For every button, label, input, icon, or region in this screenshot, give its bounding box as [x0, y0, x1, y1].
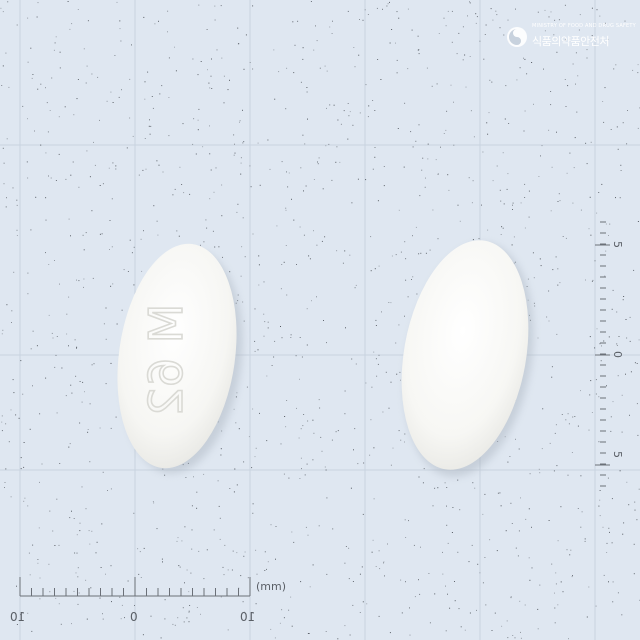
ruler-label-left: 10: [10, 610, 26, 624]
tablet-right: [401, 240, 529, 470]
vruler-label-bottom: 5: [611, 451, 624, 458]
bottom-ruler-ticks: [19, 588, 251, 597]
logo-korean-text: 식품의약품안전처: [532, 35, 609, 48]
tablet-left-imprint: M 62: [139, 304, 193, 417]
mfds-emblem-icon: [507, 27, 527, 47]
right-ruler-ticks: [600, 221, 606, 487]
ruler-label-right: 10: [240, 610, 256, 624]
logo-english-text: MINISTRY OF FOOD AND DRUG SAFETY: [532, 23, 636, 29]
vruler-label-middle: 0: [611, 351, 624, 358]
ruler-label-middle: 0: [130, 610, 138, 624]
vruler-label-top: 5: [611, 241, 624, 248]
ruler-unit: (mm): [256, 580, 287, 593]
right-ruler: [595, 244, 610, 466]
tablet-left: [117, 243, 237, 469]
mfds-logo: MINISTRY OF FOOD AND DRUG SAFETY 식품의약품안전…: [506, 20, 636, 56]
